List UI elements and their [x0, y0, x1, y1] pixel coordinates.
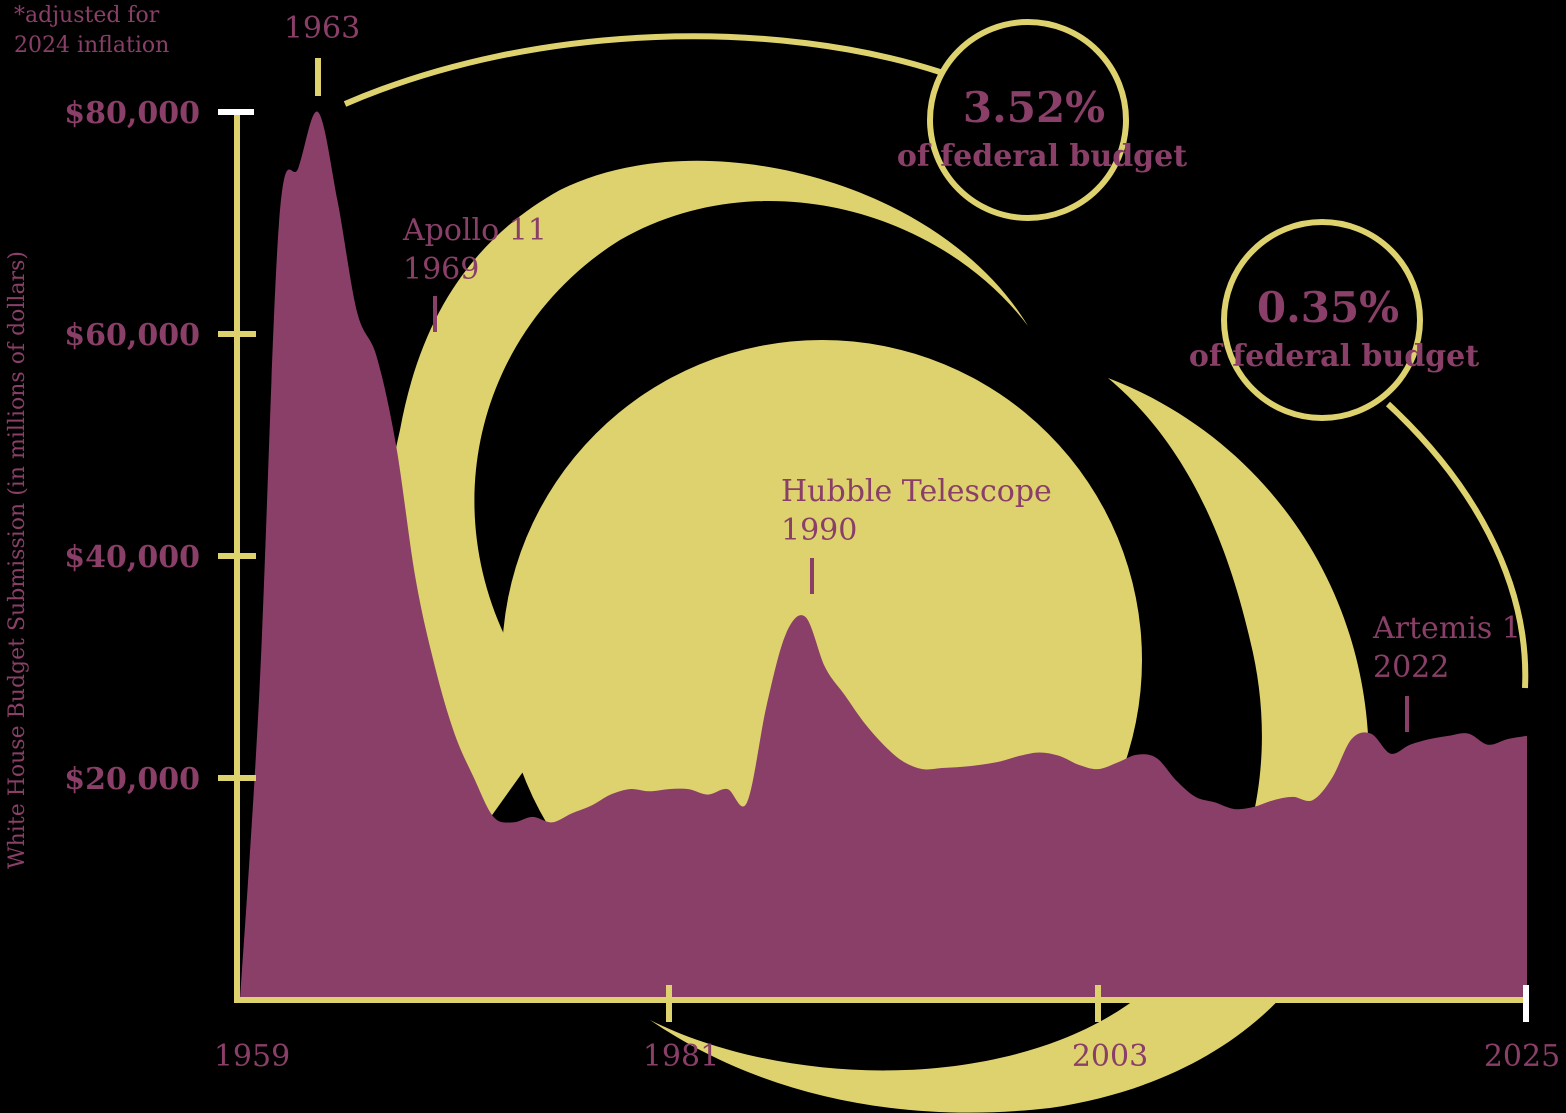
- callout-arcs: [343, 33, 1529, 689]
- callout-2-value: 0.35%: [1257, 283, 1399, 332]
- x-tick-label: 1981: [643, 1039, 719, 1074]
- y-tick-label: $20,000: [64, 762, 200, 797]
- x-tick-label: 2003: [1072, 1039, 1148, 1074]
- annotation-hubble: Hubble Telescope 1990: [781, 474, 1052, 594]
- inflation-note-line-2: 2024 inflation: [14, 33, 169, 58]
- x-tick-label: 2025: [1484, 1039, 1560, 1074]
- annotation-apollo-year: 1969: [403, 252, 479, 287]
- annotation-apollo: Apollo 11 1969: [402, 213, 547, 332]
- annotation-hubble-label: Hubble Telescope: [781, 474, 1052, 509]
- x-tick-label: 1959: [214, 1039, 290, 1074]
- annotation-artemis: Artemis 1 2022: [1372, 611, 1521, 732]
- callout-1-text: of federal budget: [897, 139, 1187, 174]
- inflation-note-line-1: *adjusted for: [14, 3, 160, 28]
- callout-arc-right: [1385, 401, 1529, 689]
- annotation-1963: 1963: [284, 11, 360, 96]
- callout-arc-left: [343, 33, 941, 107]
- y-tick-label: $40,000: [64, 540, 200, 575]
- callout-1-value: 3.52%: [963, 83, 1105, 132]
- annotation-apollo-label: Apollo 11: [402, 213, 547, 248]
- annotation-hubble-year: 1990: [781, 513, 857, 548]
- callout-2-text: of federal budget: [1189, 339, 1479, 374]
- annotation-artemis-year: 2022: [1373, 650, 1449, 685]
- y-tick-label: $80,000: [64, 96, 200, 131]
- callout-circle-1: [927, 19, 1129, 221]
- inflation-note: *adjusted for 2024 inflation: [14, 3, 169, 58]
- budget-area: [240, 111, 1527, 1001]
- y-ticks: $80,000 $60,000 $40,000 $20,000: [64, 96, 256, 797]
- callout-circle-2: [1221, 219, 1423, 421]
- y-tick-label: $60,000: [64, 318, 200, 353]
- y-axis-title: White House Budget Submission (in millio…: [5, 251, 30, 869]
- annotation-artemis-label: Artemis 1: [1372, 611, 1521, 646]
- x-ticks: 1959 1981 2003 2025: [214, 985, 1560, 1074]
- annotation-1963-label: 1963: [284, 11, 360, 46]
